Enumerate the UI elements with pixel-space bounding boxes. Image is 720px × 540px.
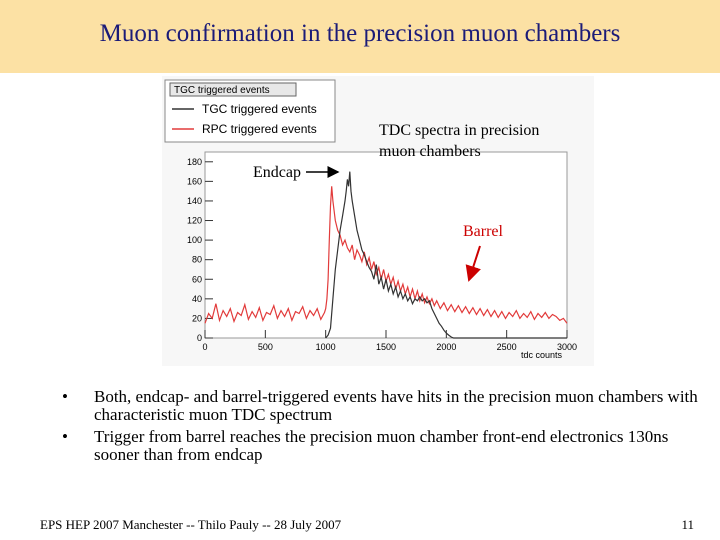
title-bar: [0, 0, 720, 73]
y-tick-label: 20: [192, 313, 202, 323]
legend-title-box: [169, 82, 297, 97]
x-tick-label: 3000: [557, 342, 577, 352]
plot-frame: [204, 151, 568, 339]
y-tick-label: 80: [192, 255, 202, 265]
x-tick-label: 2000: [436, 342, 456, 352]
y-tick-label: 120: [187, 216, 202, 226]
slide-title: Muon confirmation in the precision muon …: [99, 20, 621, 47]
x-tick-label: 1500: [376, 342, 396, 352]
bullet-marker: •: [62, 427, 68, 446]
y-tick-label: 60: [192, 274, 202, 284]
bullet-item: • Trigger from barrel reaches the precis…: [62, 428, 712, 464]
bullet-marker: •: [62, 387, 68, 406]
legend-label-rpc: RPC triggered events: [202, 122, 317, 136]
tdc-spectra-label: TDC spectra in precision muon chambers: [379, 122, 540, 160]
x-tick-label: 500: [258, 342, 273, 352]
barrel-arrow: [465, 245, 481, 282]
tgc-series-line: [325, 171, 567, 339]
y-tick-label: 180: [187, 157, 202, 167]
y-tick-label: 40: [192, 294, 202, 304]
chart-title: TGC triggered events: [174, 85, 270, 96]
y-tick-label: 140: [187, 196, 202, 206]
y-tick-label: 0: [197, 333, 202, 343]
endcap-label: Endcap: [253, 164, 301, 181]
page-number: 11: [681, 517, 694, 532]
rpc-series-line: [204, 186, 568, 324]
x-tick-label: 0: [202, 342, 207, 352]
y-tick-label: 160: [187, 176, 202, 186]
x-tick-label: 1000: [316, 342, 336, 352]
tdc-chart: 0 20 40 60 80 100 120 140 160 180 0 500 1000 1500 200…: [162, 76, 594, 366]
bullet-text: Trigger from barrel reaches the precisio…: [94, 427, 669, 464]
x-axis-label: tdc counts: [521, 350, 563, 360]
footer-text: EPS HEP 2007 Manchester -- Thilo Pauly -…: [40, 517, 342, 532]
x-axis: 0 500 1000 1500 2000 2500 3000: [202, 330, 577, 352]
legend-label-tgc: TGC triggered events: [202, 102, 317, 116]
tdc-chart-svg: 0 20 40 60 80 100 120 140 160 180 0 500 1000 1500 200…: [164, 79, 577, 360]
bullet-list: • Both, endcap- and barrel-triggered eve…: [62, 388, 712, 468]
bullet-text: Both, endcap- and barrel-triggered event…: [94, 387, 698, 424]
barrel-label: Barrel: [463, 223, 503, 240]
x-tick-label: 2500: [497, 342, 517, 352]
y-tick-label: 100: [187, 235, 202, 245]
legend: TGC triggered events TGC triggered event…: [164, 79, 336, 143]
bullet-item: • Both, endcap- and barrel-triggered eve…: [62, 388, 712, 424]
y-axis: 0 20 40 60 80 100 120 140 160 180: [187, 157, 213, 343]
